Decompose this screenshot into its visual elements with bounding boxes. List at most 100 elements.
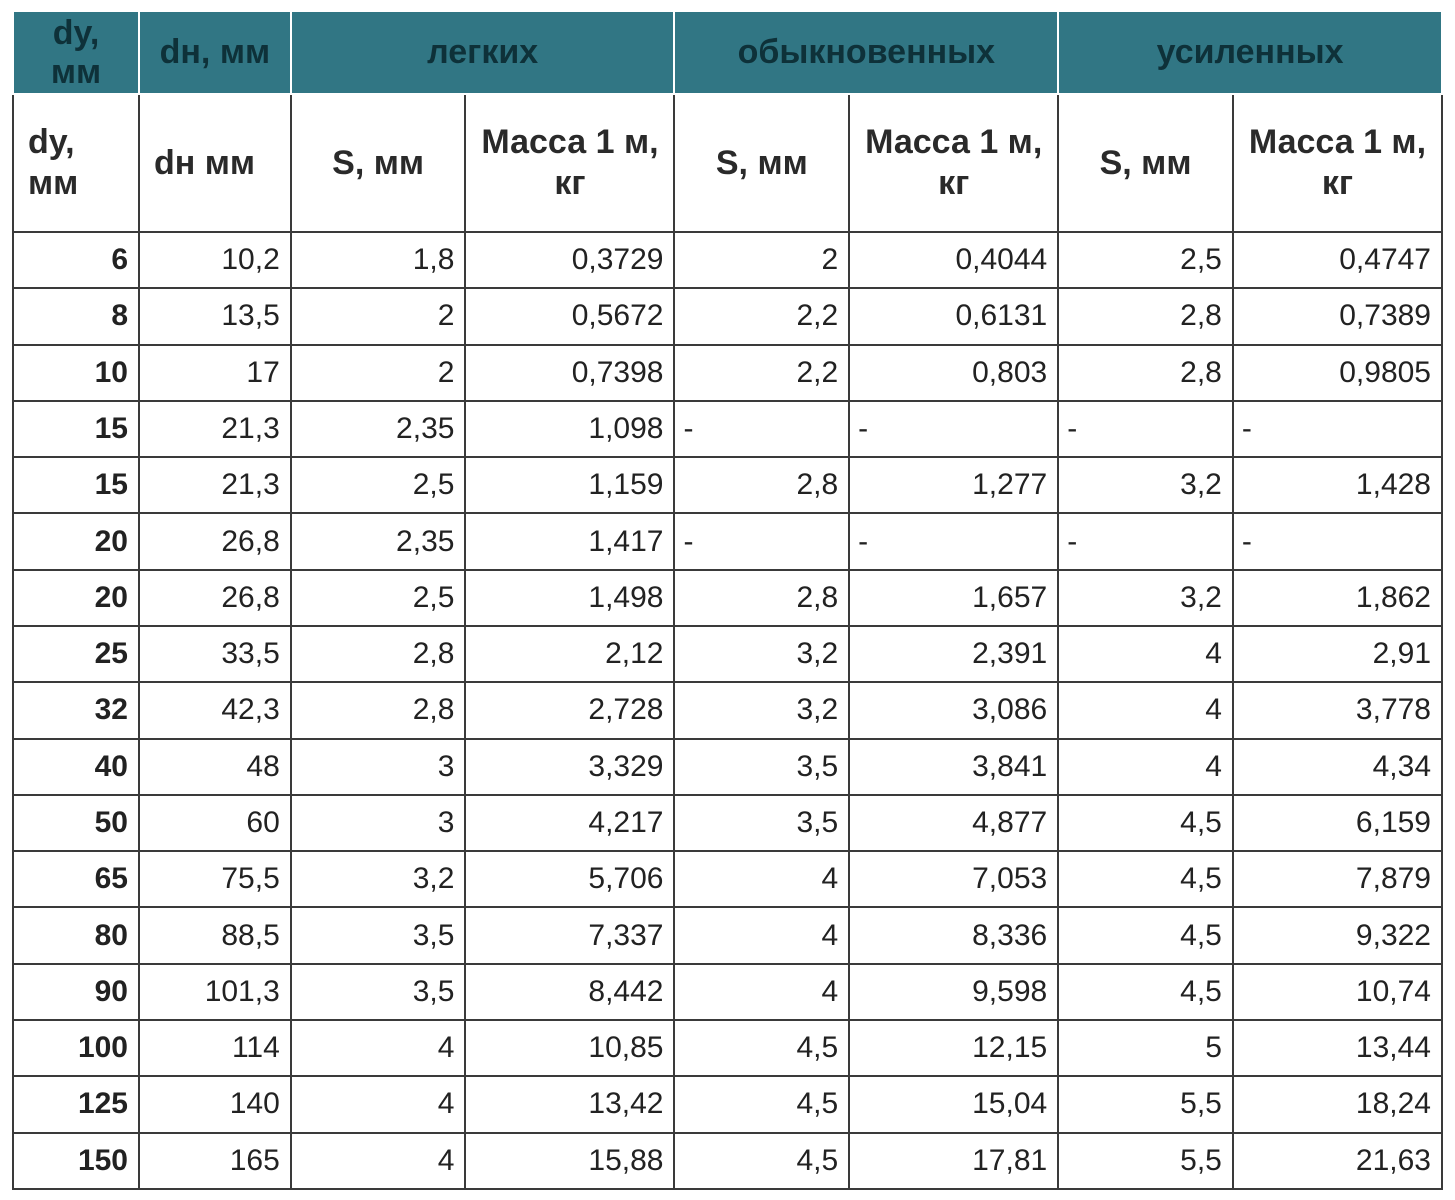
cell-dy: 8 xyxy=(13,288,139,344)
cell-nm: 17,81 xyxy=(849,1133,1058,1190)
col-group-dh: dн, мм xyxy=(139,11,291,94)
cell-hm: 3,778 xyxy=(1233,682,1442,738)
cell-dh: 101,3 xyxy=(139,964,291,1020)
cell-ls: 2,8 xyxy=(291,682,466,738)
cell-lm: 1,417 xyxy=(465,513,674,569)
table-row: 101720,73982,20,8032,80,9805 xyxy=(13,345,1442,401)
cell-nm: 0,803 xyxy=(849,345,1058,401)
cell-hs: 2,8 xyxy=(1058,345,1233,401)
table-row: 2026,82,351,417---- xyxy=(13,513,1442,569)
col-heavy-mass: Масса 1 м, кг xyxy=(1233,94,1442,232)
cell-hm: 0,9805 xyxy=(1233,345,1442,401)
cell-dy: 100 xyxy=(13,1020,139,1076)
col-light-mass: Масса 1 м, кг xyxy=(465,94,674,232)
cell-hs: 2,5 xyxy=(1058,232,1233,288)
cell-ls: 4 xyxy=(291,1133,466,1190)
cell-ns: 2,2 xyxy=(674,345,849,401)
cell-dy: 50 xyxy=(13,795,139,851)
cell-hs: 3,2 xyxy=(1058,457,1233,513)
cell-hm: 21,63 xyxy=(1233,1133,1442,1190)
column-header-row: dу, мм dн мм S, мм Масса 1 м, кг S, мм М… xyxy=(13,94,1442,232)
table-row: 6575,53,25,70647,0534,57,879 xyxy=(13,851,1442,907)
table-row: 813,520,56722,20,61312,80,7389 xyxy=(13,288,1442,344)
cell-ns: 3,5 xyxy=(674,739,849,795)
cell-lm: 10,85 xyxy=(465,1020,674,1076)
cell-nm: 1,657 xyxy=(849,570,1058,626)
cell-ns: 2 xyxy=(674,232,849,288)
col-light-s: S, мм xyxy=(291,94,466,232)
cell-ns: 2,8 xyxy=(674,570,849,626)
cell-dy: 65 xyxy=(13,851,139,907)
cell-dh: 21,3 xyxy=(139,457,291,513)
cell-hm: 4,34 xyxy=(1233,739,1442,795)
cell-hm: 2,91 xyxy=(1233,626,1442,682)
cell-hs: - xyxy=(1058,513,1233,569)
table-row: 90101,33,58,44249,5984,510,74 xyxy=(13,964,1442,1020)
cell-ls: 2,35 xyxy=(291,513,466,569)
col-normal-mass: Масса 1 м, кг xyxy=(849,94,1058,232)
cell-hs: 5,5 xyxy=(1058,1133,1233,1190)
table-row: 150165415,884,517,815,521,63 xyxy=(13,1133,1442,1190)
cell-ns: 4 xyxy=(674,907,849,963)
cell-lm: 1,098 xyxy=(465,401,674,457)
cell-ns: 4,5 xyxy=(674,1076,849,1132)
cell-lm: 1,498 xyxy=(465,570,674,626)
cell-hm: - xyxy=(1233,401,1442,457)
cell-dy: 40 xyxy=(13,739,139,795)
cell-nm: 0,4044 xyxy=(849,232,1058,288)
table-row: 506034,2173,54,8774,56,159 xyxy=(13,795,1442,851)
cell-lm: 2,12 xyxy=(465,626,674,682)
cell-dh: 21,3 xyxy=(139,401,291,457)
cell-hm: 0,7389 xyxy=(1233,288,1442,344)
cell-dy: 15 xyxy=(13,457,139,513)
cell-hs: 5,5 xyxy=(1058,1076,1233,1132)
data-rows: 610,21,80,372920,40442,50,4747813,520,56… xyxy=(13,232,1442,1189)
cell-nm: 7,053 xyxy=(849,851,1058,907)
table-row: 610,21,80,372920,40442,50,4747 xyxy=(13,232,1442,288)
col-group-light: легких xyxy=(291,11,675,94)
cell-hm: - xyxy=(1233,513,1442,569)
col-normal-s: S, мм xyxy=(674,94,849,232)
cell-ns: 3,5 xyxy=(674,795,849,851)
cell-ls: 2,35 xyxy=(291,401,466,457)
cell-dy: 150 xyxy=(13,1133,139,1190)
table-row: 8088,53,57,33748,3364,59,322 xyxy=(13,907,1442,963)
cell-lm: 7,337 xyxy=(465,907,674,963)
cell-hs: 4 xyxy=(1058,626,1233,682)
col-dh: dн мм xyxy=(139,94,291,232)
pipe-spec-table: dу, мм dн, мм легких обыкновенных усилен… xyxy=(12,10,1443,1190)
cell-nm: - xyxy=(849,401,1058,457)
cell-ls: 2,5 xyxy=(291,570,466,626)
table-row: 100114410,854,512,15513,44 xyxy=(13,1020,1442,1076)
cell-lm: 15,88 xyxy=(465,1133,674,1190)
cell-lm: 1,159 xyxy=(465,457,674,513)
cell-dy: 20 xyxy=(13,513,139,569)
cell-ns: - xyxy=(674,401,849,457)
cell-hm: 18,24 xyxy=(1233,1076,1442,1132)
cell-hm: 13,44 xyxy=(1233,1020,1442,1076)
cell-ls: 3 xyxy=(291,739,466,795)
cell-dy: 80 xyxy=(13,907,139,963)
cell-dh: 26,8 xyxy=(139,513,291,569)
cell-dh: 10,2 xyxy=(139,232,291,288)
cell-ns: - xyxy=(674,513,849,569)
cell-dy: 125 xyxy=(13,1076,139,1132)
cell-ns: 3,2 xyxy=(674,626,849,682)
col-group-normal: обыкновенных xyxy=(674,11,1058,94)
cell-lm: 13,42 xyxy=(465,1076,674,1132)
cell-lm: 3,329 xyxy=(465,739,674,795)
cell-hs: 5 xyxy=(1058,1020,1233,1076)
cell-dy: 32 xyxy=(13,682,139,738)
col-group-dy: dу, мм xyxy=(13,11,139,94)
cell-hs: 4,5 xyxy=(1058,795,1233,851)
cell-ns: 2,8 xyxy=(674,457,849,513)
cell-ls: 3 xyxy=(291,795,466,851)
cell-ls: 1,8 xyxy=(291,232,466,288)
cell-nm: 8,336 xyxy=(849,907,1058,963)
cell-ns: 4 xyxy=(674,964,849,1020)
cell-dh: 75,5 xyxy=(139,851,291,907)
cell-nm: 2,391 xyxy=(849,626,1058,682)
cell-dh: 33,5 xyxy=(139,626,291,682)
cell-nm: 9,598 xyxy=(849,964,1058,1020)
table-row: 2026,82,51,4982,81,6573,21,862 xyxy=(13,570,1442,626)
